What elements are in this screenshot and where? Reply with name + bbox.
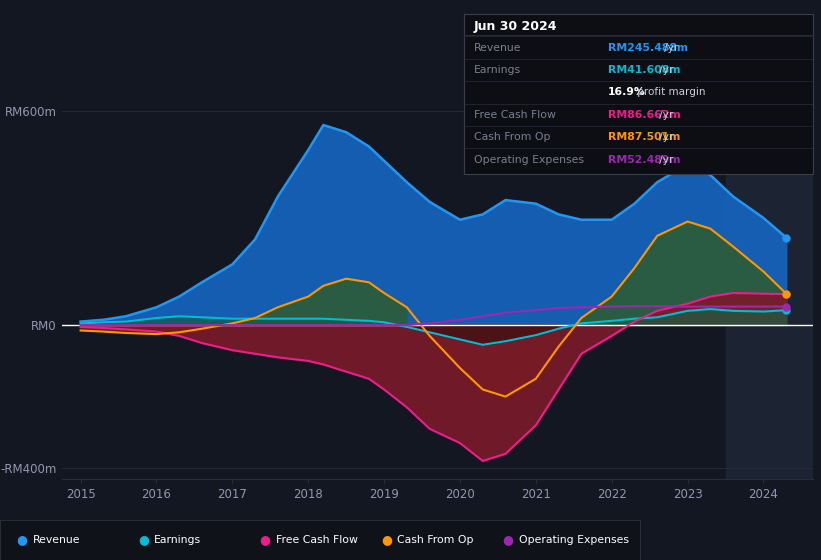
Text: /yr: /yr — [656, 132, 673, 142]
Text: /yr: /yr — [656, 110, 673, 120]
Text: ●: ● — [502, 533, 513, 547]
Text: RM87.501m: RM87.501m — [608, 132, 680, 142]
Text: Earnings: Earnings — [154, 535, 201, 545]
Text: RM86.662m: RM86.662m — [608, 110, 681, 120]
Text: RM245.488m: RM245.488m — [608, 43, 688, 53]
Text: Revenue: Revenue — [474, 43, 521, 53]
Text: Free Cash Flow: Free Cash Flow — [474, 110, 556, 120]
Text: /yr: /yr — [661, 43, 678, 53]
Text: ●: ● — [381, 533, 392, 547]
Text: ●: ● — [259, 533, 270, 547]
Text: Jun 30 2024: Jun 30 2024 — [474, 20, 557, 33]
Text: Operating Expenses: Operating Expenses — [474, 155, 584, 165]
Text: RM52.489m: RM52.489m — [608, 155, 680, 165]
Text: Cash From Op: Cash From Op — [397, 535, 474, 545]
Text: /yr: /yr — [656, 155, 673, 165]
Text: Revenue: Revenue — [33, 535, 80, 545]
Text: Operating Expenses: Operating Expenses — [519, 535, 629, 545]
Text: Free Cash Flow: Free Cash Flow — [276, 535, 358, 545]
Bar — [726, 104, 813, 479]
Text: profit margin: profit margin — [635, 87, 706, 97]
Text: 16.9%: 16.9% — [608, 87, 645, 97]
Text: /yr: /yr — [656, 65, 673, 75]
Text: RM41.608m: RM41.608m — [608, 65, 680, 75]
Text: Earnings: Earnings — [474, 65, 521, 75]
Text: ●: ● — [16, 533, 27, 547]
Text: Cash From Op: Cash From Op — [474, 132, 550, 142]
Text: ●: ● — [138, 533, 149, 547]
